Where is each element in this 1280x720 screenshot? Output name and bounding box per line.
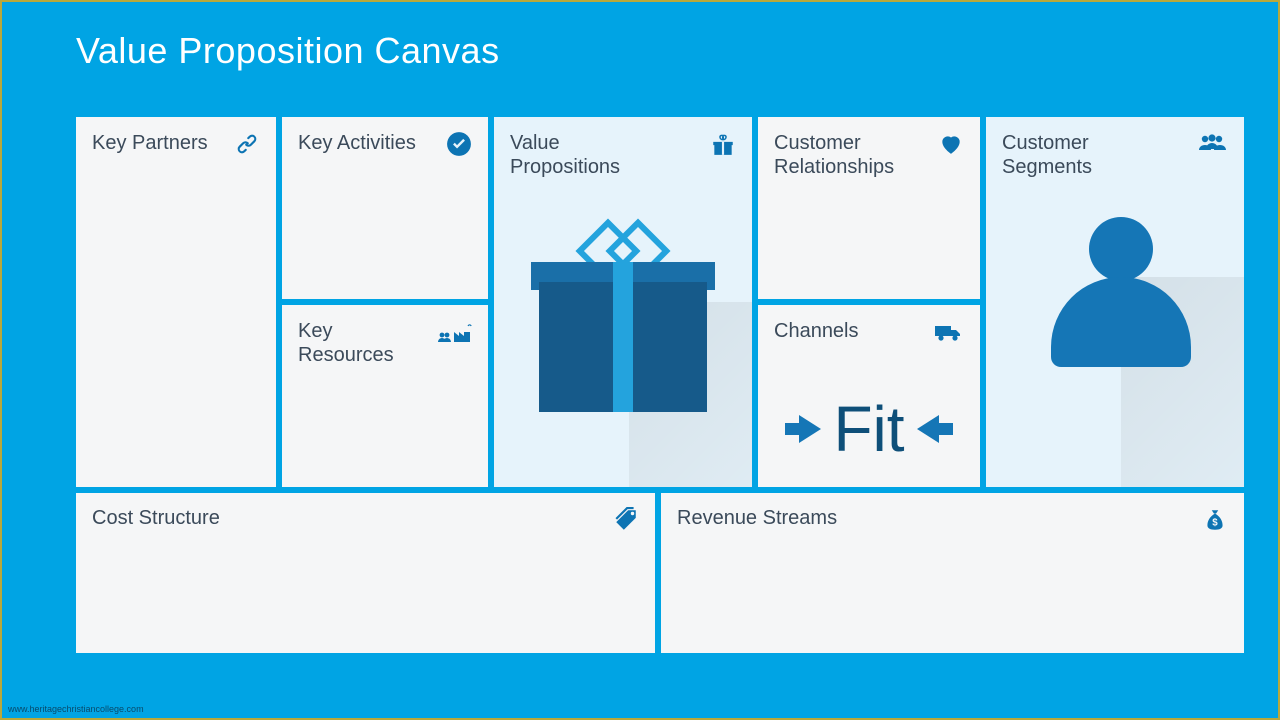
link-icon [234,131,260,157]
block-label: Key Partners [92,131,208,155]
page-title: Value Proposition Canvas [2,2,1278,72]
arrow-right-icon [785,415,821,443]
block-cost-structure: Cost Structure [76,493,655,653]
fit-indicator: Fit [758,397,980,461]
block-channels: Channels Fit [758,305,980,487]
people-group-icon [1196,131,1228,157]
block-customer-segments: Customer Segments [986,117,1244,487]
gift-icon [710,131,736,157]
truck-icon [934,319,964,345]
large-gift-illustration [539,212,719,462]
block-label: Cost Structure [92,507,220,530]
svg-text:$: $ [1212,517,1218,528]
block-value-propositions: Value Propositions [494,117,752,487]
arrow-left-icon [917,415,953,443]
business-model-canvas: Key Partners Key Activities Key Resource… [76,117,1244,689]
block-revenue-streams: Revenue Streams $ [661,493,1244,653]
tags-icon [613,507,639,533]
fit-label: Fit [833,397,904,461]
block-label: Channels [774,319,859,343]
block-label: Key Activities [298,131,416,155]
money-bag-icon: $ [1202,507,1228,533]
block-label: Value Propositions [510,131,673,179]
large-person-illustration [1041,217,1211,457]
block-customer-relationships: Customer Relationships [758,117,980,299]
heart-icon [938,131,964,157]
block-label: Customer Segments [1002,131,1165,179]
block-key-resources: Key Resources [282,305,488,487]
block-key-partners: Key Partners [76,117,276,487]
footer-watermark: www.heritagechristiancollege.com [8,704,144,714]
factory-people-icon [438,319,472,345]
block-label: Customer Relationships [774,131,911,179]
block-key-activities: Key Activities [282,117,488,299]
block-label: Revenue Streams [677,507,837,530]
block-label: Key Resources [298,319,423,367]
check-circle-icon [446,131,472,157]
